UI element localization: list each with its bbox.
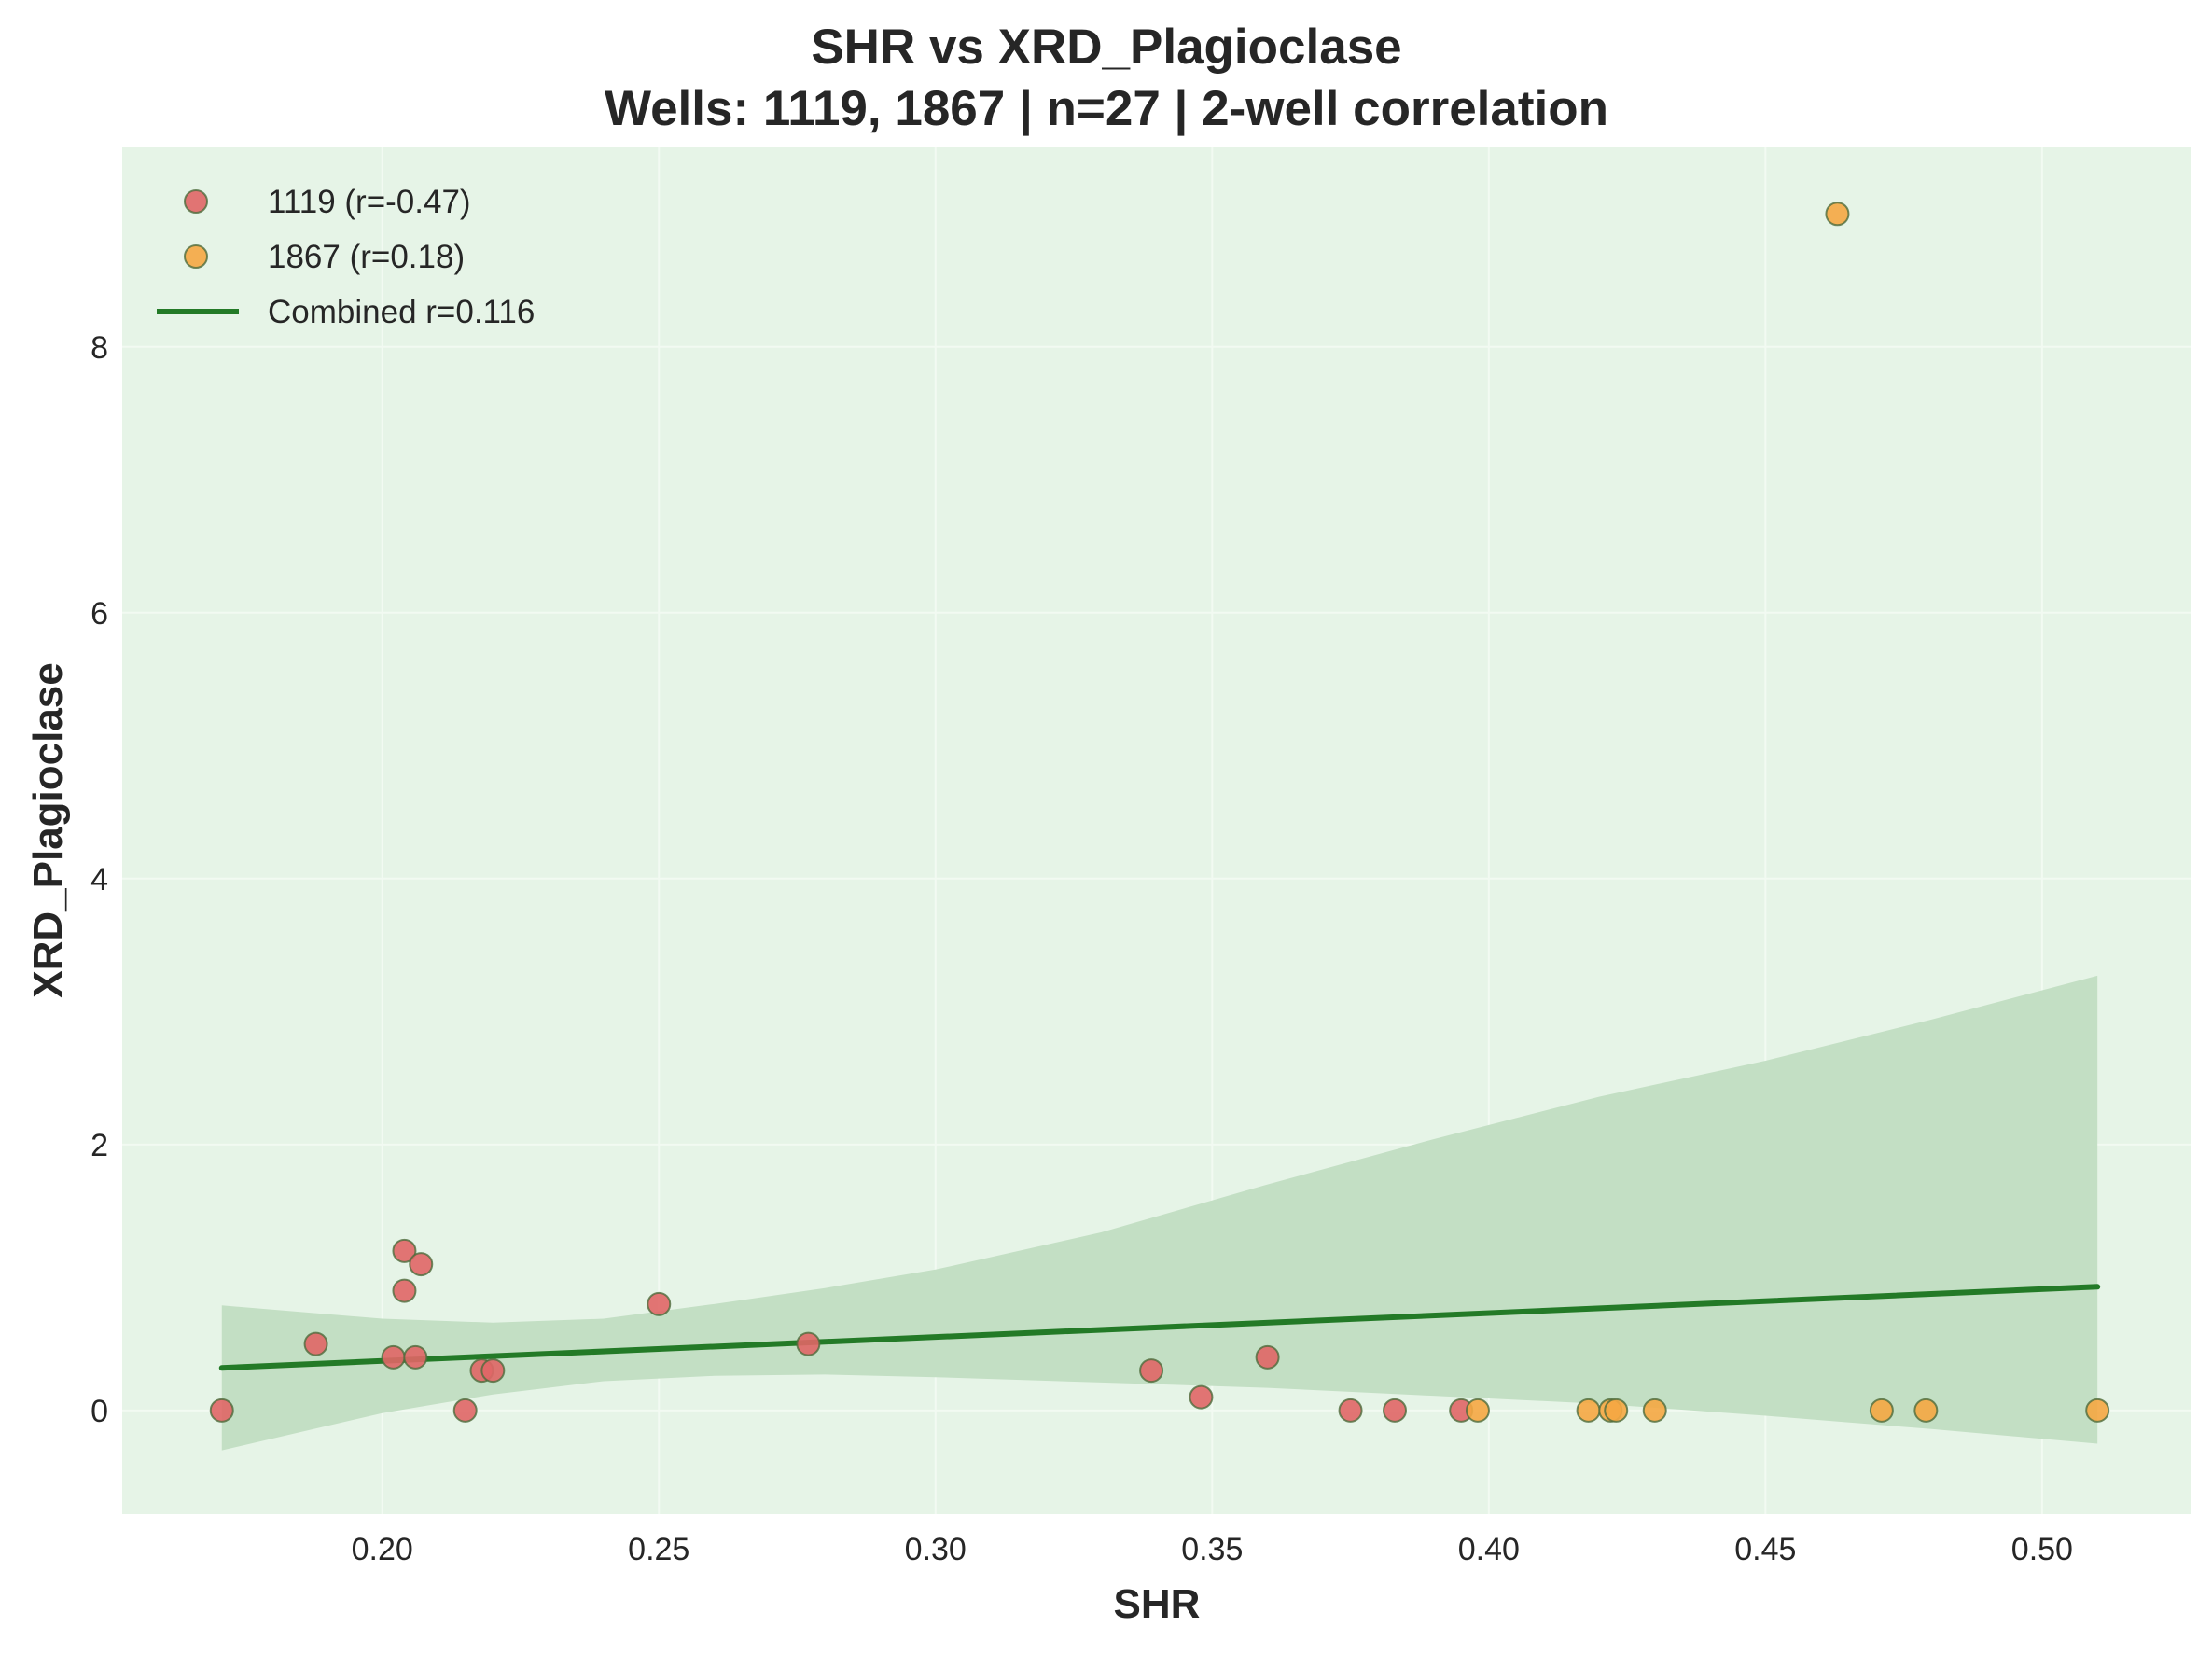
data-point-well-1119 xyxy=(392,1238,417,1263)
x-tick-label: 0.25 xyxy=(628,1532,689,1567)
data-point-well-1119 xyxy=(1189,1384,1214,1410)
y-tick-label: 0 xyxy=(90,1394,108,1429)
y-tick-label: 2 xyxy=(90,1128,108,1163)
x-tick-label: 0.45 xyxy=(1734,1532,1796,1567)
data-point-well-1119 xyxy=(1139,1358,1164,1384)
chart-title: SHR vs XRD_Plagioclase xyxy=(811,20,1401,75)
y-axis-ticks: 0 2 4 6 8 xyxy=(90,330,108,1429)
data-point-well-1119 xyxy=(409,1252,434,1277)
y-tick-label: 4 xyxy=(90,862,108,897)
confidence-band-layer xyxy=(221,975,2098,1451)
data-point-well-1867 xyxy=(1869,1398,1894,1423)
data-point-well-1119 xyxy=(209,1398,234,1423)
data-point-well-1867 xyxy=(1825,202,1850,227)
x-tick-label: 0.30 xyxy=(905,1532,967,1567)
legend-entry-label: 1119 (r=-0.47) xyxy=(268,184,471,220)
legend: 1119 (r=-0.47) 1867 (r=0.18) Combined r=0.… xyxy=(157,184,535,330)
data-point-well-1867 xyxy=(2085,1398,2110,1423)
data-point-well-1119 xyxy=(480,1358,506,1384)
chart-subtitle: Wells: 1119, 1867 | n=27 | 2-well correl… xyxy=(605,81,1608,137)
regression-line xyxy=(218,1284,2101,1371)
x-tick-label: 0.50 xyxy=(2011,1532,2073,1567)
legend-marker-swatch xyxy=(184,244,208,269)
data-point-well-1119 xyxy=(796,1331,821,1356)
data-point-well-1867 xyxy=(1604,1398,1629,1423)
data-point-well-1867 xyxy=(1913,1398,1939,1423)
regression-line-layer xyxy=(218,1284,2101,1371)
x-axis-ticks: 0.20 0.25 0.30 0.35 0.40 0.45 0.50 xyxy=(352,1532,2073,1567)
legend-entry-label: 1867 (r=0.18) xyxy=(268,239,465,275)
data-points-layer xyxy=(209,202,2110,1423)
data-point-well-1119 xyxy=(452,1398,478,1423)
confidence-band xyxy=(221,975,2098,1451)
legend-marker-swatch xyxy=(184,189,208,214)
data-point-well-1867 xyxy=(1642,1398,1667,1423)
x-tick-label: 0.40 xyxy=(1458,1532,1520,1567)
data-point-well-1119 xyxy=(1255,1344,1280,1370)
data-point-well-1119 xyxy=(647,1291,672,1316)
data-point-well-1119 xyxy=(403,1344,428,1370)
data-point-well-1119 xyxy=(1383,1398,1408,1423)
data-point-well-1867 xyxy=(1576,1398,1601,1423)
x-axis-label: SHR xyxy=(1114,1581,1201,1627)
data-point-well-1119 xyxy=(303,1331,328,1356)
data-point-well-1119 xyxy=(392,1278,417,1303)
x-tick-label: 0.20 xyxy=(352,1532,413,1567)
data-point-well-1119 xyxy=(1338,1398,1363,1423)
data-point-well-1867 xyxy=(1465,1398,1490,1423)
data-point-well-1119 xyxy=(381,1344,406,1370)
y-tick-label: 8 xyxy=(90,330,108,366)
x-tick-label: 0.35 xyxy=(1181,1532,1243,1567)
y-axis-label: XRD_Plagioclase xyxy=(25,662,71,998)
y-tick-label: 6 xyxy=(90,596,108,632)
legend-entry-label: Combined r=0.116 xyxy=(268,294,535,330)
